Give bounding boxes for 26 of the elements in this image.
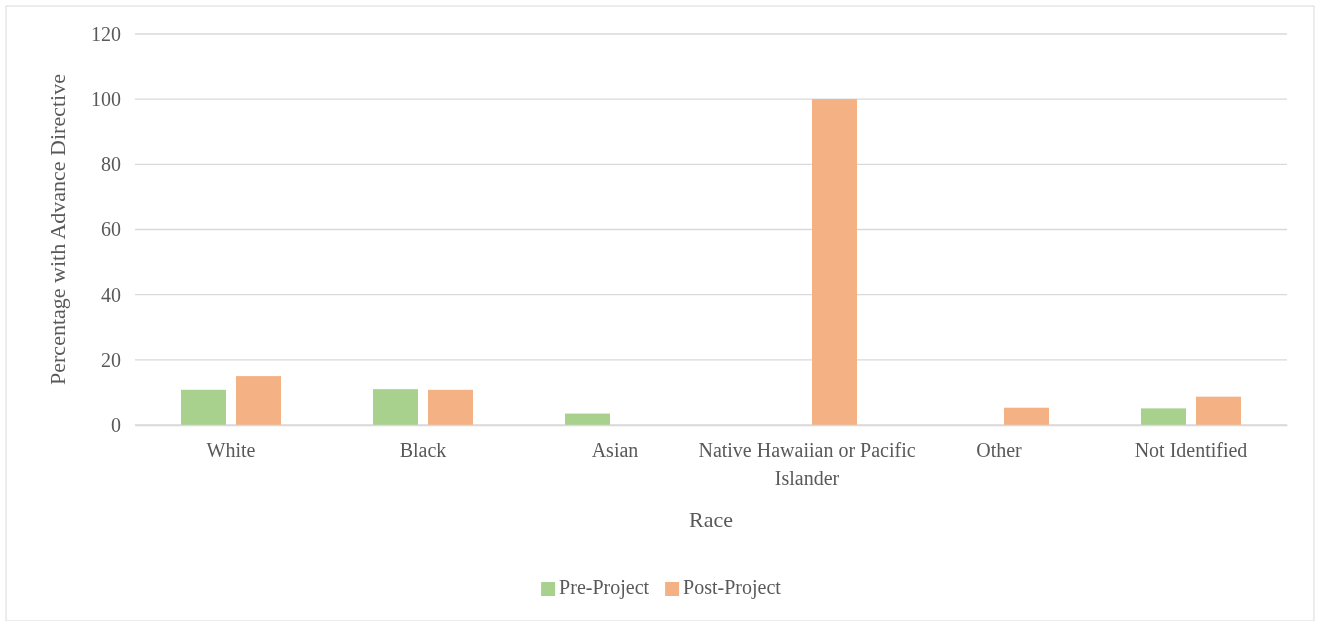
x-tick-label: Other: [976, 439, 1023, 462]
x-axis-title: Race: [689, 507, 733, 532]
bar: [565, 413, 610, 425]
y-axis-title: Percentage with Advance Directive: [45, 74, 70, 385]
x-tick-label: White: [206, 439, 256, 462]
x-tick-label: Not Identified: [1134, 439, 1248, 462]
bar: [1004, 407, 1049, 425]
y-tick-label: 80: [101, 153, 121, 176]
x-tick-label: Native Hawaiian or Pacific Islander: [698, 439, 916, 490]
y-tick-label: 20: [101, 348, 121, 371]
y-tick-label: 100: [91, 88, 121, 111]
x-tick-label: Asian: [591, 439, 639, 462]
y-tick-label: 120: [91, 22, 121, 45]
bar: [812, 99, 857, 425]
y-tick-label: 0: [111, 413, 121, 436]
bar: [181, 389, 226, 425]
bar: [373, 389, 418, 425]
legend-label: Pre-Project: [559, 576, 650, 599]
bar: [1196, 396, 1241, 425]
bar: [428, 389, 473, 425]
y-tick-label: 40: [101, 283, 121, 306]
bar: [1141, 408, 1186, 425]
y-tick-label: 60: [101, 218, 121, 241]
legend-label: Post-Project: [683, 576, 782, 599]
x-tick-label: Black: [399, 439, 447, 462]
bar: [236, 376, 281, 425]
